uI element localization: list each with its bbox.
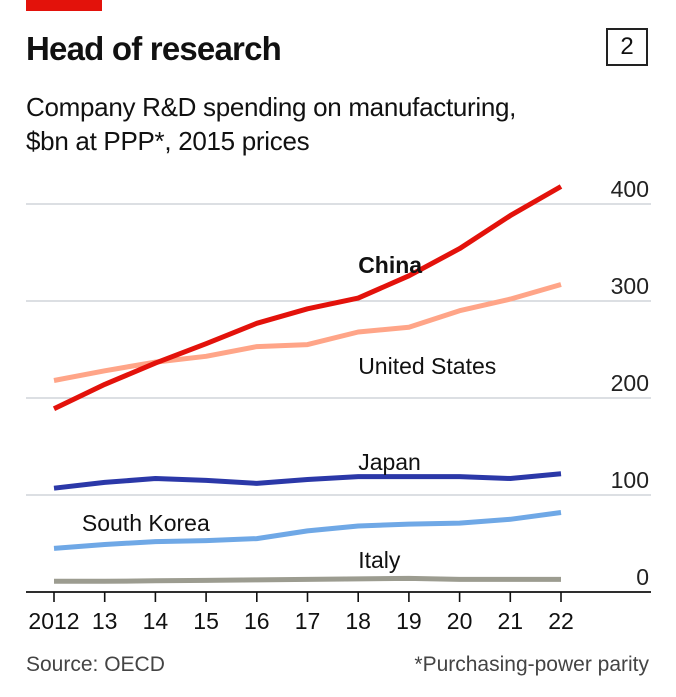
subtitle-line-2: $bn at PPP*, 2015 prices: [26, 126, 310, 156]
series-line-japan: [53, 471, 562, 491]
x-tick-label: 2012: [28, 608, 79, 634]
series-line-united-states: [53, 282, 562, 383]
x-tick-label: 13: [92, 608, 118, 634]
chart-subtitle: Company R&D spending on manufacturing, $…: [26, 90, 516, 158]
y-tick-label: 300: [611, 273, 649, 299]
figure-number-badge: 2: [606, 28, 648, 66]
x-tick-label: 21: [498, 608, 524, 634]
y-tick-label: 0: [636, 564, 649, 590]
y-tick-label: 200: [611, 370, 649, 396]
x-tick-label: 20: [447, 608, 473, 634]
series-label-china: China: [358, 252, 422, 278]
series-line-china: [52, 184, 563, 411]
series-line-italy: [54, 575, 561, 584]
series-label-italy: Italy: [358, 547, 401, 573]
accent-bar: [26, 0, 102, 11]
source-note: Source: OECD: [26, 653, 165, 676]
subtitle-line-1: Company R&D spending on manufacturing,: [26, 92, 517, 122]
y-tick-label: 100: [611, 467, 649, 493]
x-tick-label: 22: [548, 608, 574, 634]
footnote: *Purchasing-power parity: [414, 653, 649, 676]
series-label-japan: Japan: [358, 449, 421, 475]
chart-title: Head of research: [26, 30, 282, 67]
x-tick-label: 18: [345, 608, 371, 634]
x-tick-label: 14: [143, 608, 169, 634]
series-label-south-korea: South Korea: [82, 510, 210, 536]
y-tick-label: 400: [611, 176, 649, 202]
series-line-south-korea: [53, 510, 562, 551]
x-tick-label: 19: [396, 608, 422, 634]
series-label-united-states: United States: [358, 353, 496, 379]
x-tick-label: 16: [244, 608, 270, 634]
x-tick-label: 17: [295, 608, 321, 634]
x-tick-label: 15: [193, 608, 219, 634]
